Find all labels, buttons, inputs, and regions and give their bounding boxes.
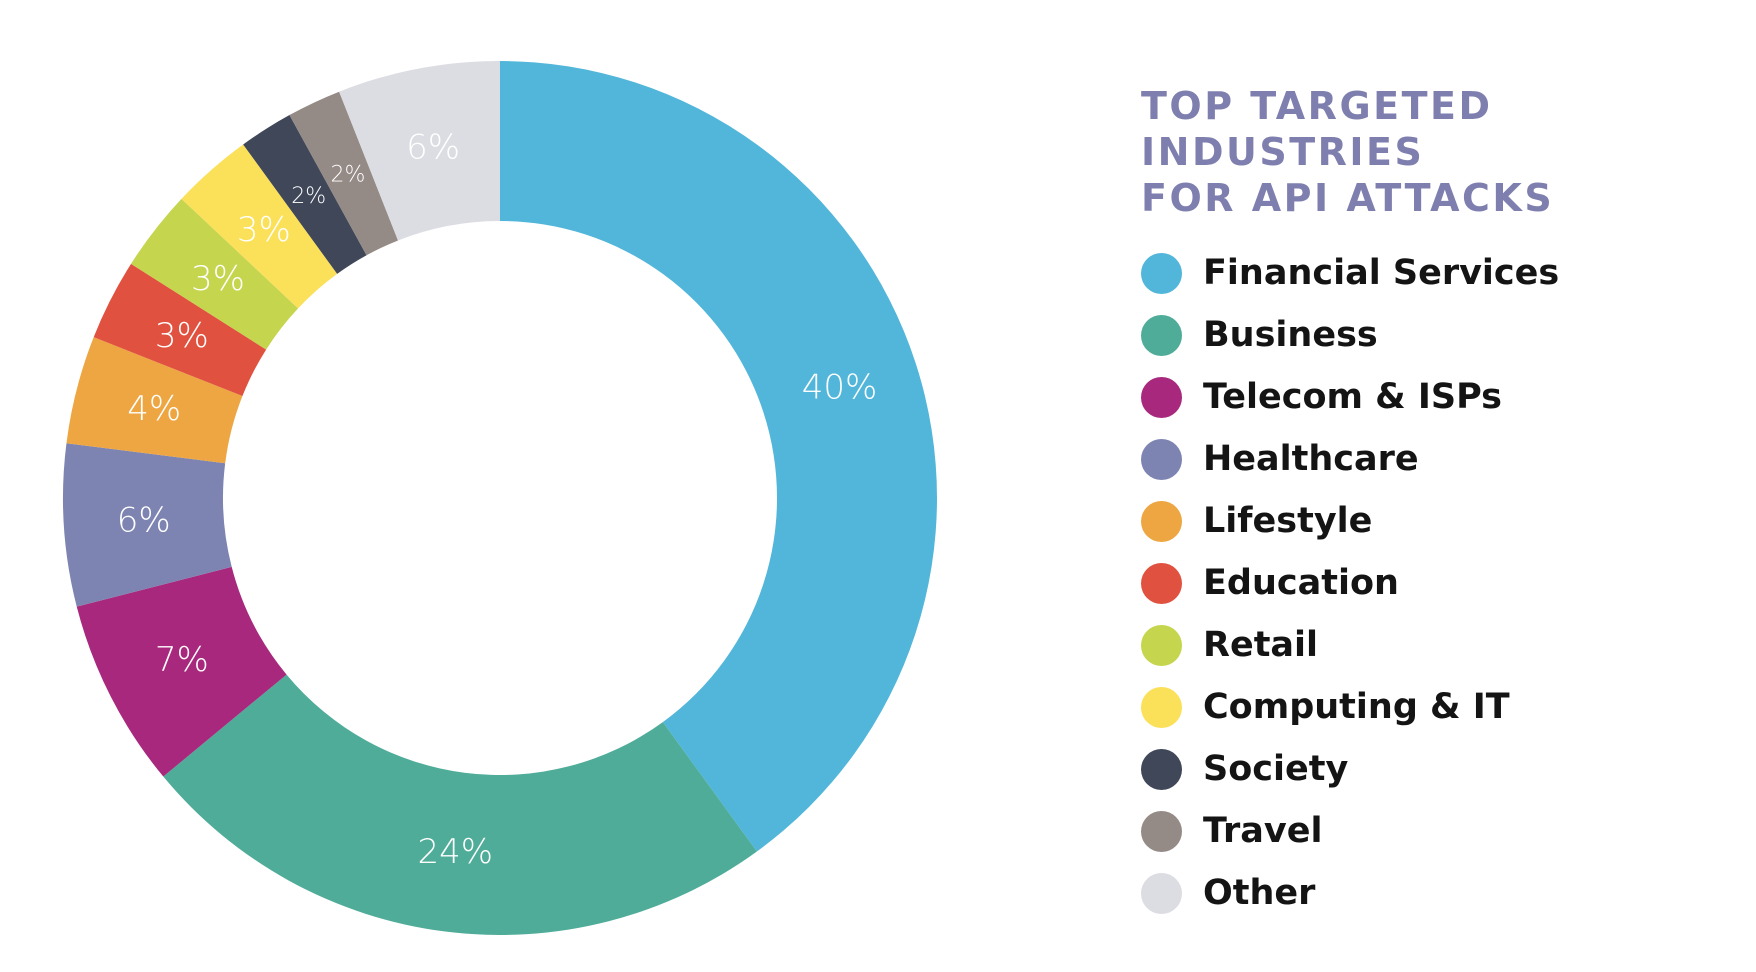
slice-label-travel: 2%: [331, 162, 366, 187]
legend-swatch: [1141, 252, 1182, 294]
slice-label-retail: 3%: [191, 259, 245, 299]
slice-society: [243, 115, 367, 274]
legend-item: Lifestyle: [1141, 490, 1559, 552]
donut-slices: [63, 61, 937, 935]
slice-label-financial-services: 40%: [802, 368, 878, 408]
chart-legend: Financial Services Business Telecom & ISPs…: [1141, 242, 1559, 924]
slice-other: [339, 61, 500, 241]
legend-swatch: [1141, 500, 1182, 542]
legend-label: Travel: [1203, 811, 1323, 851]
slice-label-lifestyle: 4%: [127, 389, 181, 429]
legend-swatch: [1141, 872, 1182, 914]
legend-label: Computing & IT: [1203, 687, 1510, 727]
legend-label: Financial Services: [1203, 253, 1560, 293]
legend-item: Other: [1141, 862, 1559, 924]
legend-swatch: [1141, 686, 1182, 728]
legend-swatch: [1141, 624, 1182, 666]
slice-education: [93, 263, 267, 397]
slice-travel: [289, 91, 399, 256]
chart-title-line-1: TOP TARGETED INDUSTRIES: [1141, 84, 1493, 174]
slice-label-other: 6%: [406, 127, 460, 167]
donut-chart: 40%24%7%6%4%3%3%3%2%2%6%: [63, 61, 937, 935]
slice-computing-it: [181, 144, 338, 309]
legend-swatch: [1141, 376, 1182, 418]
slice-lifestyle: [66, 337, 243, 464]
legend-label: Telecom & ISPs: [1203, 377, 1502, 417]
slice-telecom-isps: [76, 566, 287, 777]
slice-retail: [131, 198, 299, 350]
legend-label: Business: [1203, 315, 1378, 355]
slice-business: [163, 674, 757, 935]
legend-item: Financial Services: [1141, 242, 1559, 304]
slice-label-education: 3%: [155, 316, 209, 356]
legend-swatch: [1141, 562, 1182, 604]
slice-label-business: 24%: [417, 832, 493, 872]
legend-item: Society: [1141, 738, 1559, 800]
legend-swatch: [1141, 810, 1182, 852]
legend-swatch: [1141, 438, 1182, 480]
legend-label: Society: [1203, 749, 1349, 789]
slice-financial-services: [500, 61, 937, 852]
legend-label: Other: [1203, 873, 1316, 913]
donut-labels: 40%24%7%6%4%3%3%3%2%2%6%: [117, 127, 878, 872]
legend-label: Healthcare: [1203, 439, 1419, 479]
slice-label-computing-it: 3%: [237, 210, 291, 250]
legend-item: Retail: [1141, 614, 1559, 676]
slice-label-healthcare: 6%: [117, 500, 171, 540]
chart-title: TOP TARGETED INDUSTRIES FOR API ATTACKS: [1141, 83, 1741, 221]
legend-item: Business: [1141, 304, 1559, 366]
legend-item: Computing & IT: [1141, 676, 1559, 738]
legend-item: Healthcare: [1141, 428, 1559, 490]
legend-label: Retail: [1203, 625, 1319, 665]
chart-title-line-2: FOR API ATTACKS: [1141, 176, 1555, 220]
legend-item: Travel: [1141, 800, 1559, 862]
legend-label: Education: [1203, 563, 1399, 603]
slice-label-society: 2%: [291, 184, 326, 209]
slice-label-telecom-isps: 7%: [155, 640, 209, 680]
legend-item: Telecom & ISPs: [1141, 366, 1559, 428]
legend-swatch: [1141, 314, 1182, 356]
slice-healthcare: [63, 443, 232, 607]
legend-swatch: [1141, 748, 1182, 790]
legend-label: Lifestyle: [1203, 501, 1373, 541]
legend-item: Education: [1141, 552, 1559, 614]
